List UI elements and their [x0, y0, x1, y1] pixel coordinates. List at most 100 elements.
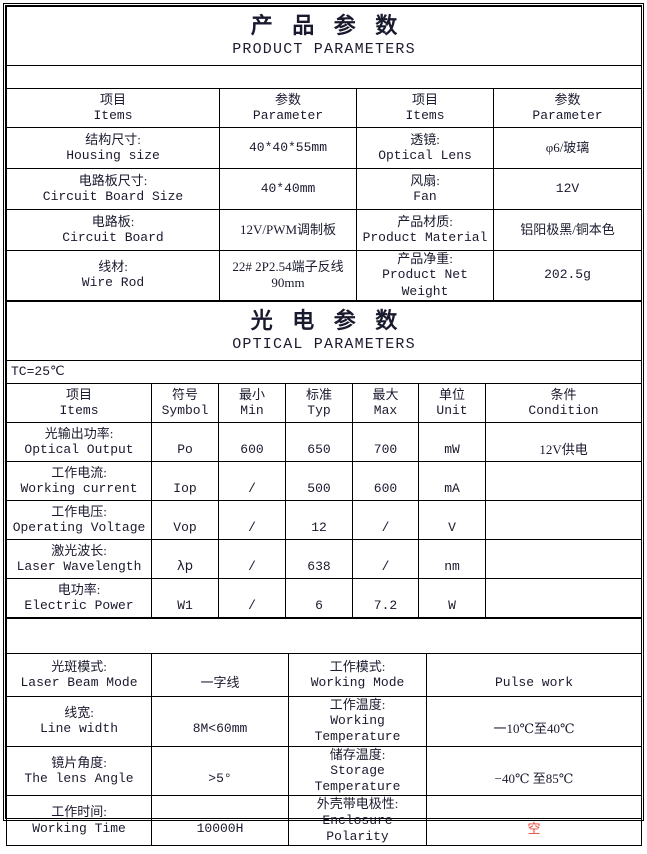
optical-row-2-label: 工作电压: Operating Voltage — [6, 499, 152, 540]
product-header-param2-cn: 参数 — [554, 91, 581, 107]
product-spacer-row — [5, 65, 643, 89]
optical-title-cell: 光 电 参 数 OPTICAL PARAMETERS — [5, 300, 643, 361]
bottom-row-3-value: 10000H — [151, 803, 289, 854]
product-title-cell: 产 品 参 数 PRODUCT PARAMETERS — [5, 6, 643, 66]
optical-row-0-label-en: Optical Output — [24, 441, 134, 457]
product-row-3-label-right: 产品净重: Product Net Weight — [356, 250, 494, 301]
product-row-2-value-right: 铝阳极黑/铜本色 — [492, 209, 643, 251]
optical-row-2-unit: V — [418, 507, 486, 548]
optical-row-1-typ: 500 — [285, 468, 353, 509]
bottom-row-1-label-right: 工作温度: Working Temperature — [288, 695, 427, 747]
optical-row-1-label: 工作电流: Working current — [6, 460, 152, 501]
product-header-item-cn: 项目 — [99, 91, 126, 107]
table-row: 线材: Wire Rod 22# 2P2.54端子反线 90mm 产品净重: P… — [6, 250, 643, 301]
bottom-row-3-right-en: Enclosure Polarity — [322, 812, 393, 844]
product-row-1-label-right: 风扇: Fan — [356, 168, 494, 210]
optical-header-cond-cn: 条件 — [550, 386, 577, 402]
optical-title-row: 光 电 参 数 OPTICAL PARAMETERS — [5, 300, 643, 361]
table-row: 电路板: Circuit Board 12V/PWM调制板 产品材质: Prod… — [6, 209, 643, 251]
table-row: 结构尺寸: Housing size 40*40*55mm 透镜: Optica… — [6, 127, 643, 169]
optical-row-1-label-en: Working current — [20, 480, 138, 496]
optical-row-2-symbol: Vop — [151, 507, 219, 548]
optical-row-0-label-cn: 光输出功率: — [44, 425, 114, 441]
product-row-3-label: 线材: Wire Rod — [6, 250, 220, 301]
table-row: 工作电压: Operating Voltage Vop / 12 / V — [6, 499, 643, 548]
datasheet-outer-frame: 产 品 参 数 PRODUCT PARAMETERS 项目 Items 参数 P… — [3, 3, 644, 854]
optical-row-3-symbol: λp — [151, 546, 219, 587]
bottom-row-3-value-right: 空 — [426, 803, 642, 854]
optical-row-3-label: 激光波长: Laser Wavelength — [6, 538, 152, 579]
bottom-row-2-label-cn: 镜片角度: — [51, 754, 107, 770]
bottom-row-2-label-en: The lens Angle — [24, 770, 134, 786]
product-title-cn: 产 品 参 数 — [250, 12, 405, 38]
bottom-row-1-label-cn: 线宽: — [64, 704, 94, 720]
optical-row-3-typ: 638 — [285, 546, 353, 587]
product-row-0-label-cn: 结构尺寸: — [85, 131, 141, 147]
product-header-param-cn: 参数 — [274, 91, 301, 107]
bottom-row-3-label-right: 外壳带电极性: Enclosure Polarity — [288, 795, 427, 846]
bottom-row-2-value-right: −40℃ 至85℃ — [426, 753, 642, 805]
optical-header-unit: 单位 Unit — [418, 382, 486, 423]
optical-condition-note: TC=25℃ — [11, 364, 65, 380]
optical-header-symbol: 符号 Symbol — [151, 382, 219, 423]
optical-header-typ-en: Typ — [307, 402, 331, 418]
product-header-param-2: 参数 Parameter — [492, 88, 643, 128]
optical-row-0-max: 700 — [352, 429, 419, 470]
optical-header-min-en: Min — [240, 402, 264, 418]
optical-row-4-symbol: W1 — [151, 585, 219, 626]
product-row-2-label-en: Circuit Board — [62, 230, 164, 245]
optical-row-4-label-en: Electric Power — [24, 597, 134, 613]
optical-row-1-min: / — [218, 468, 286, 509]
bottom-row-1-right-cn: 工作温度: — [329, 696, 386, 712]
table-row: 线宽: Line width 8M<60mm 工作温度: Working Tem… — [6, 695, 642, 755]
bottom-row-2-right-cn: 储存温度: — [329, 746, 386, 762]
table-row: 激光波长: Laser Wavelength λp / 638 / nm — [6, 538, 643, 587]
optical-row-0-unit: mW — [418, 429, 486, 470]
datasheet-page: 产 品 参 数 PRODUCT PARAMETERS 项目 Items 参数 P… — [3, 3, 644, 854]
bottom-row-1-value-right: 一10℃至40℃ — [426, 703, 642, 755]
product-header-param-en: Parameter — [252, 108, 324, 123]
optical-row-2-min: / — [218, 507, 286, 548]
product-row-0-label-en: Housing size — [66, 148, 160, 163]
bottom-row-3-right-cn: 外壳带电极性: — [316, 796, 399, 812]
bottom-row-0-label-right: 工作模式: Working Mode — [288, 652, 427, 697]
product-header-row: 项目 Items 参数 Parameter 项目 Items 参数 Parame… — [6, 88, 643, 128]
optical-parameters-table: 光 电 参 数 OPTICAL PARAMETERS TC=25℃ 项目 Ite… — [5, 300, 643, 626]
optical-row-3-label-en: Laser Wavelength — [16, 558, 142, 574]
product-parameters-table: 产 品 参 数 PRODUCT PARAMETERS 项目 Items 参数 P… — [5, 6, 643, 301]
optical-row-4-condition — [484, 577, 643, 618]
optical-row-2-condition — [484, 499, 643, 540]
table-row: 光斑模式: Laser Beam Mode 一字线 工作模式: Working … — [6, 652, 642, 705]
product-row-3-right-cn: 产品净重: — [397, 251, 453, 266]
product-row-2-label-cn: 电路板: — [91, 213, 135, 229]
product-row-2-label: 电路板: Circuit Board — [6, 209, 220, 251]
optical-row-2-label-cn: 工作电压: — [51, 503, 107, 519]
product-header-item2-en: Items — [405, 108, 445, 123]
product-row-3-value: 22# 2P2.54端子反线 90mm — [219, 250, 357, 301]
optical-row-0-typ: 650 — [285, 429, 353, 470]
optical-header-typ-cn: 标准 — [305, 386, 332, 402]
product-row-1-label-cn: 电路板尺寸: — [78, 172, 148, 188]
bottom-row-1-right-en: Working Temperature — [314, 713, 401, 745]
optical-condition-cell: TC=25℃ — [5, 359, 643, 384]
product-row-0-value: 40*40*55mm — [219, 127, 357, 169]
product-row-0-label: 结构尺寸: Housing size — [6, 127, 220, 169]
optical-row-2-typ: 12 — [285, 507, 353, 548]
product-header-param2-en: Parameter — [532, 108, 603, 123]
optical-row-1-unit: mA — [418, 468, 486, 509]
product-row-3-right-en: Product Net Weight — [382, 267, 468, 299]
product-row-2-right-en: Product Material — [362, 230, 488, 245]
bottom-row-0-label-en: Laser Beam Mode — [20, 674, 138, 690]
optical-header-row: 项目 Items 符号 Symbol 最小 Min 标准 Typ 最大 Ma — [6, 382, 643, 423]
optical-row-2-max: / — [352, 507, 419, 548]
product-row-1-right-en: Fan — [413, 189, 437, 204]
optical-title-en: OPTICAL PARAMETERS — [232, 336, 416, 354]
product-row-1-label: 电路板尺寸: Circuit Board Size — [6, 168, 220, 210]
bottom-row-1-value: 8M<60mm — [151, 703, 289, 755]
product-row-2-value: 12V/PWM调制板 — [219, 209, 357, 251]
optical-title-cn: 光 电 参 数 — [250, 307, 405, 333]
product-row-1-right-cn: 风扇: — [410, 172, 440, 188]
product-row-3-value-right: 202.5g — [492, 250, 643, 301]
optical-row-3-min: / — [218, 546, 286, 587]
bottom-row-0-right-cn: 工作模式: — [329, 658, 386, 674]
